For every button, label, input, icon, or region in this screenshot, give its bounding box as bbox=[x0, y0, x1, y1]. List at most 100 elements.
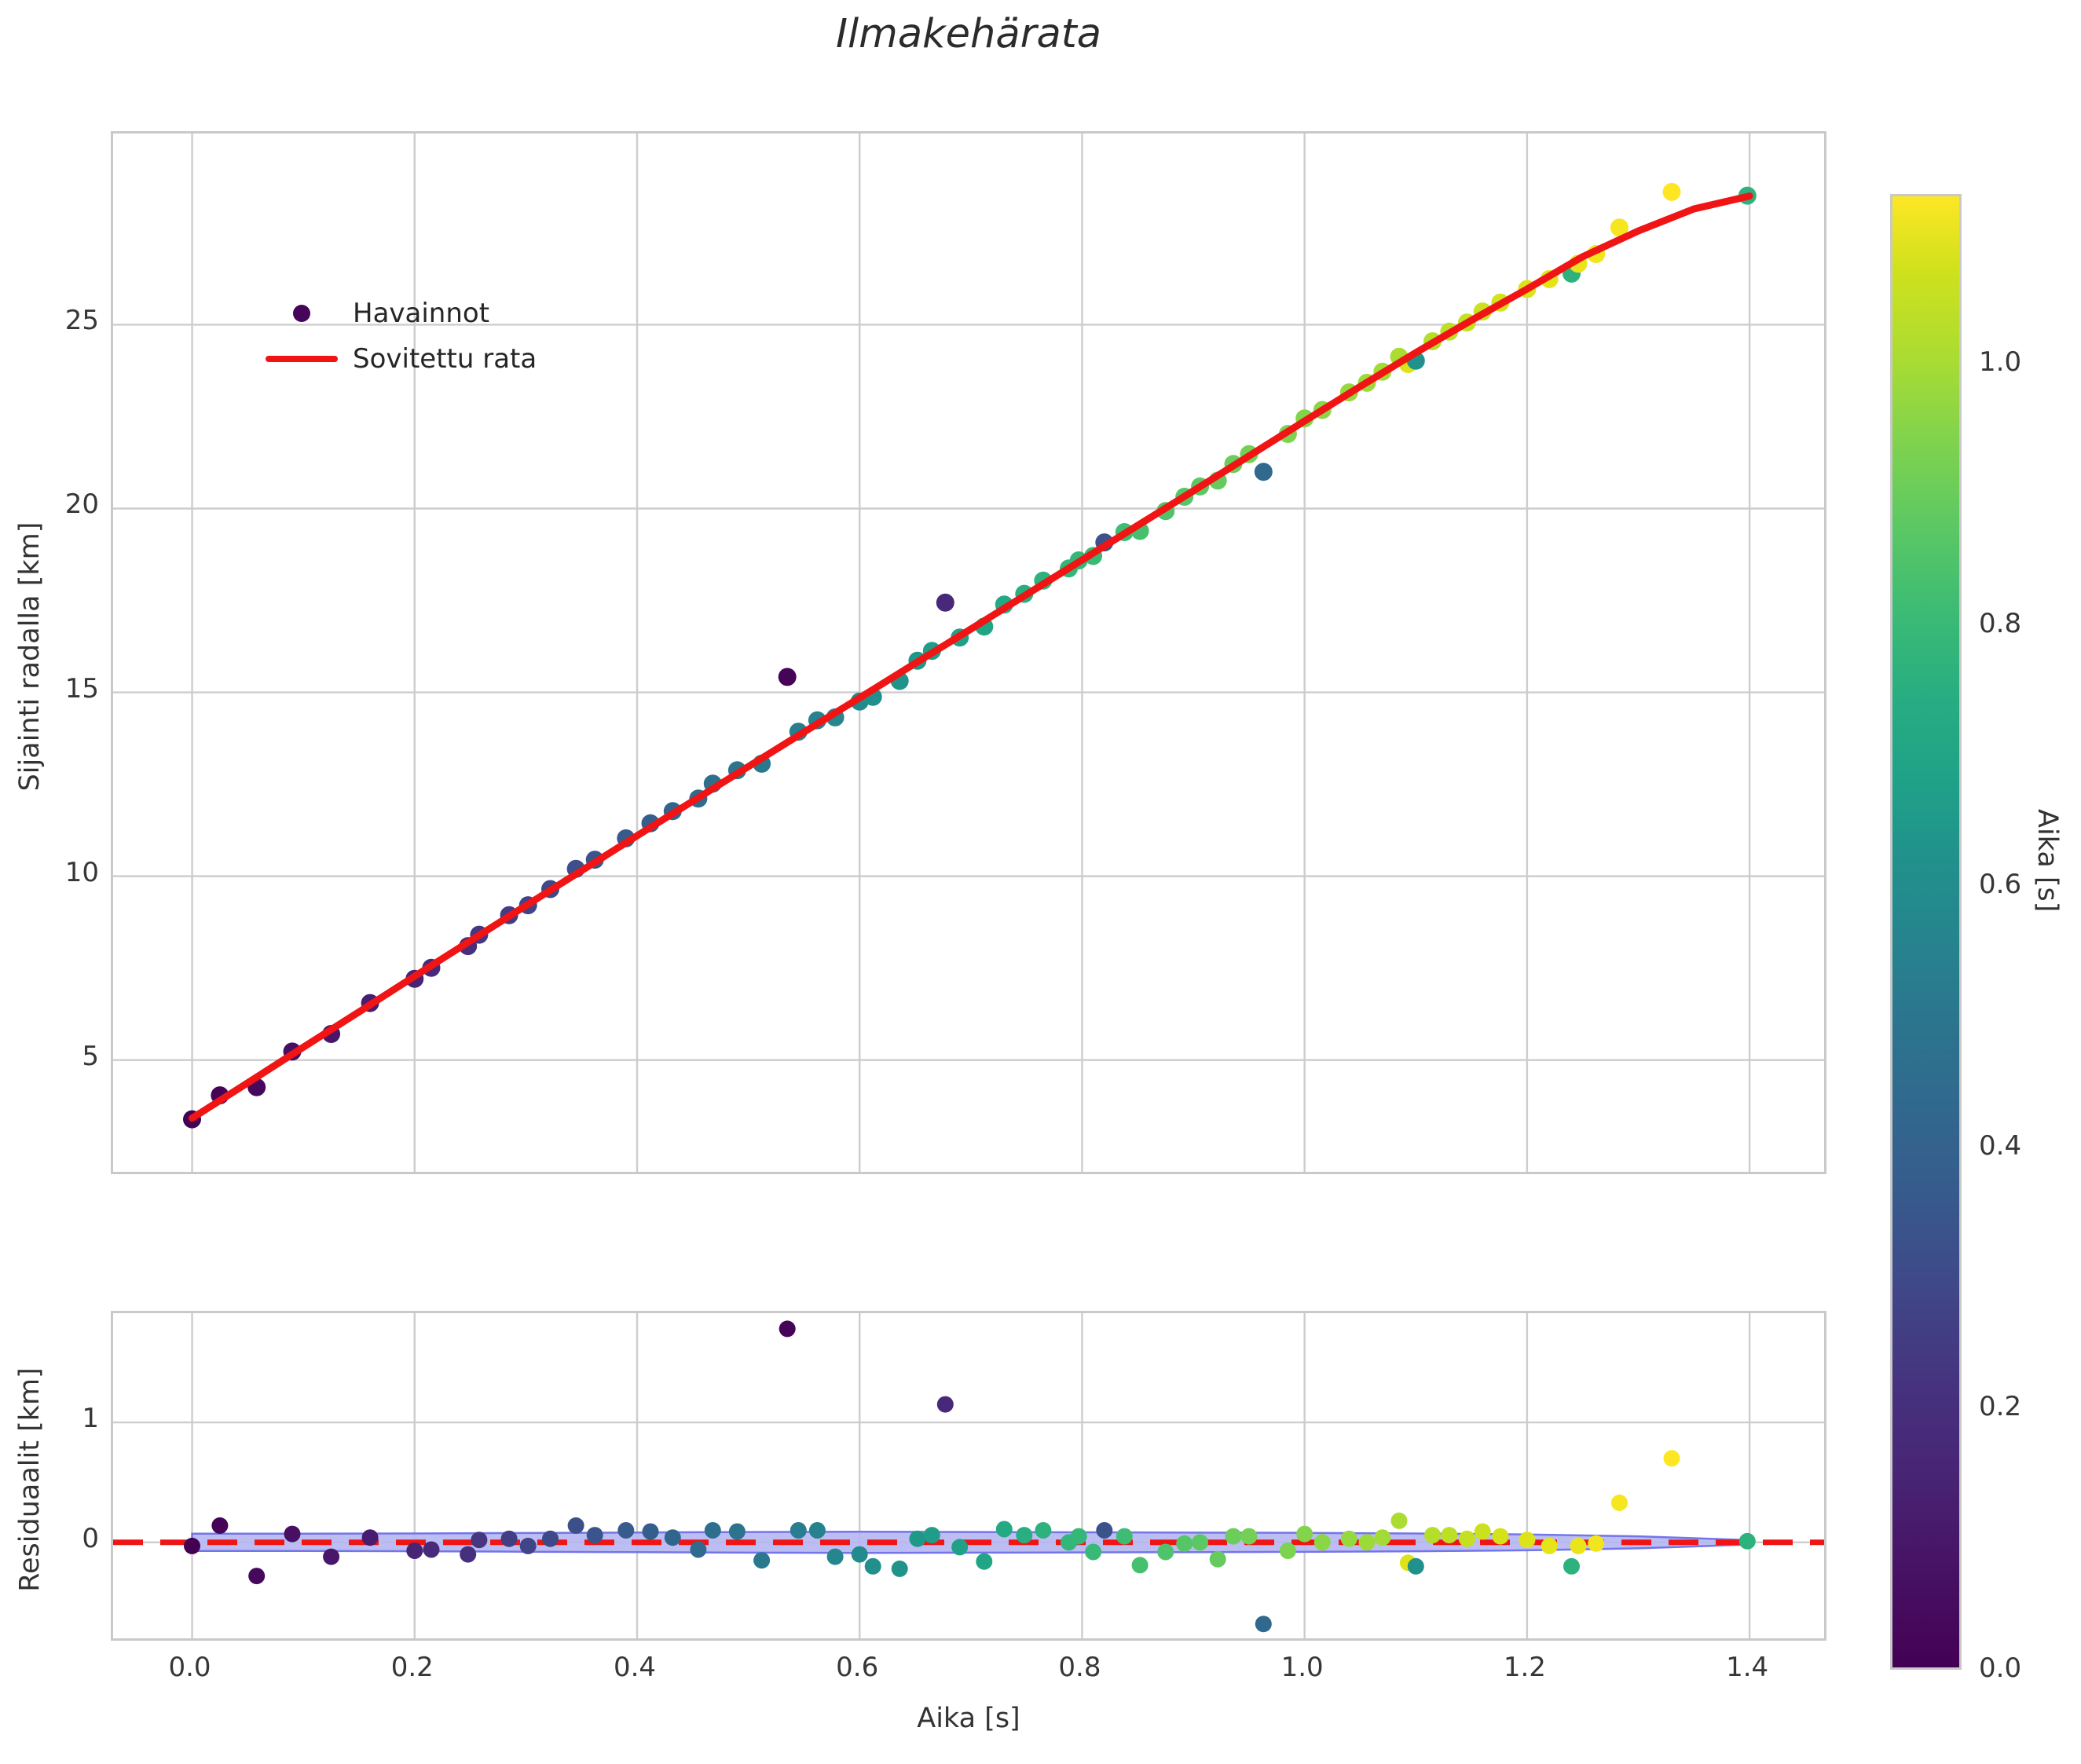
observation-point bbox=[778, 668, 797, 686]
residual-point bbox=[1225, 1528, 1242, 1545]
residuals-plot-area: ±1σ epävarmuus bbox=[111, 1311, 1826, 1641]
residual-point bbox=[211, 1517, 229, 1534]
residual-point bbox=[664, 1529, 681, 1546]
residual-point bbox=[779, 1320, 796, 1338]
residuals-plot-canvas bbox=[113, 1313, 1824, 1638]
residual-point bbox=[923, 1527, 940, 1544]
y-tick-label: 20 bbox=[64, 489, 99, 521]
residual-point bbox=[704, 1522, 721, 1539]
legend-symbol-cell bbox=[251, 305, 353, 322]
y-tick-label: 25 bbox=[64, 305, 99, 337]
x-tick-label: 0.2 bbox=[390, 1652, 434, 1683]
observation-marker-icon bbox=[293, 305, 310, 322]
colorbar-label: Aika [s] bbox=[2032, 809, 2063, 913]
residual-point bbox=[1458, 1530, 1475, 1547]
residual-point bbox=[460, 1546, 477, 1563]
colorbar-tick-label: 0.2 bbox=[1979, 1391, 2022, 1423]
residual-point bbox=[753, 1552, 771, 1569]
residual-point bbox=[1663, 1450, 1680, 1467]
residual-point bbox=[642, 1523, 659, 1540]
residual-point bbox=[406, 1543, 423, 1559]
residual-point bbox=[500, 1530, 518, 1547]
residual-point bbox=[790, 1522, 807, 1539]
residual-point bbox=[1492, 1528, 1509, 1545]
y-tick-label: 0 bbox=[82, 1522, 99, 1554]
fitted-trajectory-line bbox=[189, 192, 1753, 1122]
trajectory-plot-canvas bbox=[113, 134, 1824, 1172]
residual-point bbox=[1016, 1527, 1033, 1544]
x-tick-label: 0.4 bbox=[613, 1652, 657, 1683]
residual-point bbox=[1255, 1616, 1272, 1633]
x-tick-label: 0.8 bbox=[1058, 1652, 1101, 1683]
residual-point bbox=[1313, 1534, 1331, 1551]
residual-point bbox=[542, 1530, 559, 1547]
residual-point bbox=[567, 1517, 584, 1534]
residual-point bbox=[851, 1546, 868, 1563]
fit-line-icon bbox=[266, 356, 338, 362]
residual-point bbox=[1157, 1543, 1174, 1561]
residual-point bbox=[184, 1537, 200, 1554]
residual-point bbox=[1192, 1534, 1209, 1551]
residual-point bbox=[1541, 1537, 1558, 1554]
residual-point bbox=[1035, 1522, 1052, 1539]
y-tick-label: 10 bbox=[64, 856, 99, 888]
colorbar-tick-label: 0.8 bbox=[1979, 607, 2022, 639]
residual-point bbox=[1340, 1530, 1357, 1547]
residual-point bbox=[248, 1568, 266, 1585]
residual-point bbox=[423, 1541, 440, 1558]
residual-point bbox=[1374, 1529, 1391, 1546]
residual-point bbox=[1279, 1543, 1296, 1559]
residual-point bbox=[976, 1553, 993, 1570]
observation-point bbox=[1610, 218, 1629, 237]
residual-point bbox=[1519, 1532, 1536, 1549]
residual-point bbox=[891, 1560, 908, 1577]
residual-point bbox=[936, 1396, 954, 1413]
residual-point bbox=[995, 1521, 1013, 1538]
legend-row-observations: Havainnot bbox=[251, 291, 537, 336]
residual-point bbox=[284, 1525, 301, 1543]
residual-point bbox=[1588, 1535, 1605, 1552]
residual-point bbox=[1116, 1528, 1133, 1545]
residual-point bbox=[617, 1522, 635, 1539]
residual-point bbox=[471, 1532, 488, 1549]
residual-point bbox=[1563, 1557, 1580, 1575]
x-tick-label: 1.2 bbox=[1503, 1652, 1546, 1683]
residual-point bbox=[1096, 1522, 1113, 1539]
y-tick-label: 5 bbox=[82, 1040, 99, 1072]
observation-point bbox=[1662, 182, 1681, 201]
residual-point bbox=[323, 1548, 340, 1565]
observation-point bbox=[1254, 463, 1273, 481]
x-tick-label: 1.4 bbox=[1726, 1652, 1769, 1683]
y-tick-label: 1 bbox=[82, 1403, 99, 1435]
residual-point bbox=[1407, 1557, 1424, 1575]
residual-point bbox=[1358, 1534, 1376, 1551]
residual-point bbox=[1610, 1494, 1628, 1511]
residual-point bbox=[1390, 1512, 1408, 1529]
x-tick-label: 0.6 bbox=[836, 1652, 879, 1683]
residual-point bbox=[808, 1522, 826, 1539]
residual-point bbox=[1474, 1523, 1491, 1540]
residual-point bbox=[1570, 1537, 1587, 1554]
residual-point bbox=[826, 1548, 844, 1565]
y-axis-label-residuals: Residuaalit [km] bbox=[14, 1367, 46, 1592]
residual-point bbox=[1424, 1527, 1441, 1544]
residual-point bbox=[1070, 1528, 1087, 1545]
colorbar-tick-label: 0.6 bbox=[1979, 869, 2022, 901]
legend-label-fit: Sovitettu rata bbox=[353, 343, 537, 375]
residual-point bbox=[951, 1539, 969, 1556]
legend-row-fit: Sovitettu rata bbox=[251, 336, 537, 382]
residual-point bbox=[1176, 1535, 1193, 1552]
residual-point bbox=[1441, 1527, 1458, 1544]
residual-point bbox=[1085, 1543, 1102, 1561]
legend-symbol-cell bbox=[251, 356, 353, 362]
residual-point bbox=[1209, 1550, 1226, 1568]
colorbar bbox=[1890, 194, 1962, 1670]
residual-point bbox=[1296, 1525, 1313, 1543]
residual-point bbox=[1131, 1557, 1149, 1574]
legend-label-observations: Havainnot bbox=[353, 298, 490, 329]
residual-point bbox=[1240, 1528, 1258, 1545]
colorbar-tick-label: 1.0 bbox=[1979, 346, 2022, 379]
residual-point bbox=[690, 1541, 707, 1558]
x-tick-label: 1.0 bbox=[1280, 1652, 1324, 1683]
residual-point bbox=[519, 1537, 537, 1554]
